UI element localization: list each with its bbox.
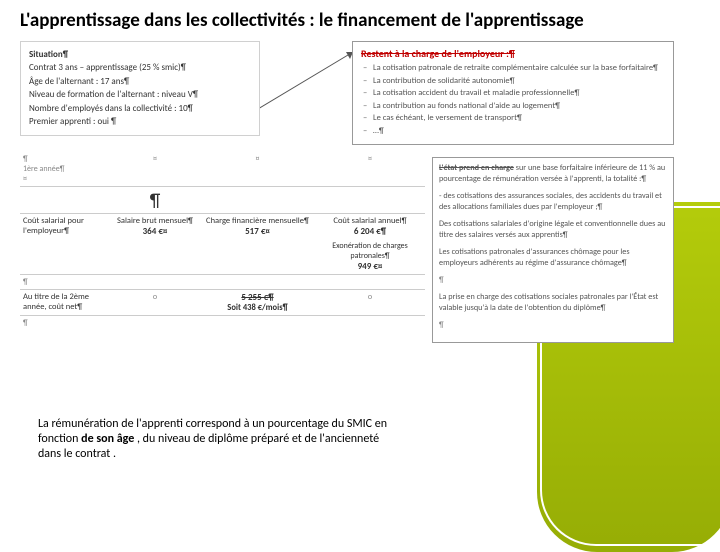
situation-line: Contrat 3 ans – apprentissage (25 % smic…	[29, 61, 251, 75]
etat-p1: L'état prend en charge sur une base forf…	[439, 163, 667, 185]
employeur-item: La contribution au fonds national d'aide…	[361, 101, 665, 112]
charge-label: Charge financière mensuelle¶	[203, 216, 312, 226]
employeur-title: Restent à la charge de l'employeur :¶	[361, 47, 665, 61]
cout-annuel-label: Coût salarial annuel¶	[318, 216, 422, 226]
situation-line: Nombre d'employés dans la collectivité :…	[29, 102, 251, 116]
footnote-remuneration: La rémunération de l'apprenti correspond…	[38, 417, 398, 462]
exon-value: 949 €¤	[318, 261, 422, 272]
situation-line: Âge de l'alternant : 17 ans¶	[29, 75, 251, 89]
etat-box: L'état prend en charge sur une base forf…	[432, 157, 674, 343]
employeur-item: La cotisation patronale de retraite comp…	[361, 63, 665, 74]
situation-heading: Situation¶	[29, 48, 251, 62]
etat-p3: Des cotisations salariales d'origine lég…	[439, 219, 667, 241]
situation-line: Niveau de formation de l'alternant : niv…	[29, 88, 251, 102]
charge-value: 517 €¤	[203, 226, 312, 237]
etat-p4: Les cotisations patronales d'assurances …	[439, 247, 667, 269]
exon-label: Exonération de charges patronales¶	[318, 241, 422, 261]
situation-box: Situation¶ Contrat 3 ans – apprentissage…	[20, 41, 260, 136]
year2-strike-value: 5 255 €¶	[203, 292, 312, 303]
etat-p2: - des cotisations des assurances sociale…	[439, 191, 667, 213]
cost-employer-label: Coût salarial pour l'employeur¶	[20, 214, 110, 274]
situation-line: Premier apprenti : oui ¶	[29, 115, 251, 129]
year2-cost-label: Au titre de la 2ème année, coût net¶	[20, 290, 110, 315]
cout-annuel-value: 6 204 €¶	[318, 226, 422, 237]
employeur-box: Restent à la charge de l'employeur :¶ La…	[352, 41, 674, 145]
financial-grid: ¶1ère année¶¤ ¤ ¤ ¤ ¶ Coût salarial pour…	[20, 152, 425, 330]
etat-p5: La prise en charge des cotisations socia…	[439, 292, 667, 314]
year2-soit: Soit 438 €/mois¶	[203, 303, 312, 313]
salaire-value: 364 €¤	[113, 226, 197, 237]
employeur-item: …¶	[361, 126, 665, 137]
employeur-item: La cotisation accident du travail et mal…	[361, 88, 665, 99]
paragraph-mark: ¶	[110, 187, 200, 213]
slide-content: Situation¶ Contrat 3 ans – apprentissage…	[0, 39, 720, 479]
employeur-item: La contribution de solidarité autonomie¶	[361, 76, 665, 87]
page-title: L'apprentissage dans les collectivités :…	[0, 0, 720, 39]
salaire-label: Salaire brut mensuel¶	[113, 216, 197, 226]
employeur-item: Le cas échéant, le versement de transpor…	[361, 113, 665, 124]
row-year-label: 1ère année¶	[23, 164, 64, 174]
